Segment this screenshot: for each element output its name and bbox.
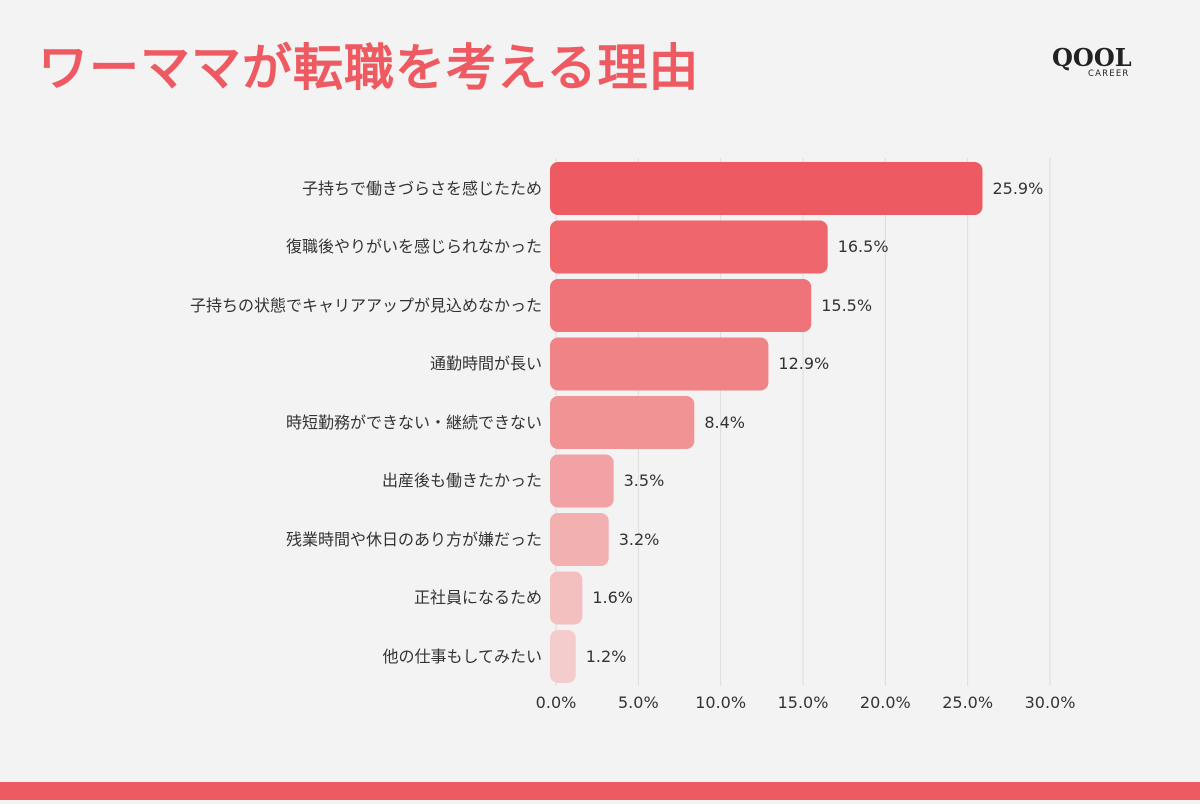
- bar: [550, 513, 609, 566]
- category-label: 通勤時間が長い: [429, 354, 542, 373]
- category-label: 他の仕事もしてみたい: [382, 646, 542, 666]
- value-label: 1.2%: [585, 646, 627, 666]
- x-tick-label: 0.0%: [535, 693, 577, 712]
- category-label: 時短勤務ができない・継続できない: [285, 412, 542, 432]
- value-label: 25.9%: [992, 178, 1044, 198]
- value-label: 3.5%: [623, 471, 665, 490]
- value-label: 3.2%: [618, 529, 660, 549]
- category-label: 正社員になるため: [413, 588, 542, 607]
- bar: [550, 630, 576, 683]
- bar: [550, 220, 828, 274]
- value-label: 15.5%: [821, 295, 873, 315]
- bar: [550, 337, 769, 391]
- bar: [550, 571, 583, 625]
- x-tick-label: 15.0%: [777, 693, 829, 712]
- x-tick-label: 5.0%: [618, 693, 659, 712]
- value-label: 12.9%: [778, 354, 830, 373]
- value-label: 16.5%: [837, 237, 889, 256]
- logo-sub-text: CAREER: [1088, 69, 1130, 79]
- bar: [550, 279, 812, 332]
- logo-main-text: QOOL: [1052, 43, 1132, 72]
- x-tick-label: 30.0%: [1024, 693, 1076, 712]
- value-label: 8.4%: [704, 412, 745, 432]
- category-label: 子持ちの状態でキャリアアップが見込めなかった: [189, 295, 542, 315]
- category-label: 出産後も働きたかった: [381, 471, 542, 490]
- bar: [550, 396, 695, 449]
- qool-career-logo: QOOL CAREER: [1052, 43, 1142, 80]
- bar: [550, 454, 614, 508]
- chart-title: ワーママが転職を考える理由: [38, 39, 700, 97]
- x-tick-label: 10.0%: [695, 693, 747, 712]
- category-label: 残業時間や休日のあり方が嫌だった: [285, 529, 542, 549]
- x-tick-label: 20.0%: [859, 693, 911, 712]
- category-label: 子持ちで働きづらさを感じたため: [301, 178, 542, 198]
- category-label: 復職後やりがいを感じられなかった: [285, 237, 542, 256]
- bar: [550, 162, 983, 215]
- x-tick-label: 25.0%: [942, 693, 994, 712]
- value-label: 1.6%: [592, 588, 633, 607]
- bottom-accent-bar: [0, 782, 1200, 800]
